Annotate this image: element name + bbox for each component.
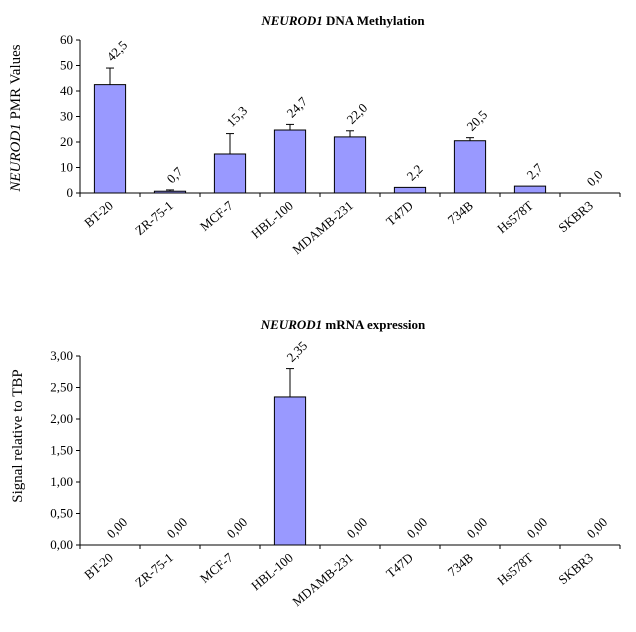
data-label: 0,00 — [404, 514, 431, 541]
data-label: 24,7 — [284, 93, 311, 120]
category-label: Hs578T — [494, 550, 536, 588]
data-label: 22,0 — [344, 100, 371, 127]
data-label: 0,00 — [224, 514, 251, 541]
y-tick-label: 3,00 — [50, 348, 73, 363]
data-label: 2,2 — [404, 161, 426, 183]
category-label: ZR-75-1 — [132, 198, 176, 238]
category-label: ZR-75-1 — [132, 550, 176, 590]
methylation-chart: NEUROD1 DNA Methylation NEUROD1 PMR Valu… — [8, 13, 621, 257]
category-label: MDAMB-231 — [289, 198, 356, 257]
data-label: 2,35 — [284, 338, 311, 365]
category-label: SKBR3 — [555, 550, 596, 588]
data-label: 20,5 — [464, 107, 491, 134]
y-tick-label: 60 — [60, 32, 73, 47]
category-label: SKBR3 — [555, 198, 596, 236]
y-axis-label: NEUROD1 PMR Values — [8, 44, 24, 192]
category-label: MCF-7 — [197, 549, 236, 585]
bar — [453, 140, 487, 194]
data-label: 15,3 — [224, 103, 251, 130]
y-tick-label: 1,50 — [50, 443, 73, 458]
y-tick-label: 40 — [60, 83, 73, 98]
y-axis-label: Signal relative to TBP — [10, 369, 26, 502]
data-label: 0,00 — [464, 514, 491, 541]
category-label: MCF-7 — [197, 197, 236, 233]
title-text: mRNA expression — [322, 317, 426, 332]
y-tick-label: 2,00 — [50, 411, 73, 426]
category-label: 734B — [445, 198, 476, 228]
data-label: 0,00 — [344, 514, 371, 541]
category-label: 734B — [445, 550, 476, 580]
title-text: DNA Methylation — [323, 13, 426, 28]
y-tick-label: 10 — [60, 160, 73, 175]
data-label: 0,00 — [584, 514, 611, 541]
bar — [333, 136, 367, 194]
y-tick-label: 20 — [60, 134, 73, 149]
y-tick-label: 1,00 — [50, 474, 73, 489]
category-label: Hs578T — [494, 198, 536, 236]
y-tick-label: 50 — [60, 58, 73, 73]
category-label: HBL-100 — [248, 550, 296, 594]
y-tick-label: 0,50 — [50, 506, 73, 521]
bar — [153, 190, 187, 194]
bar — [273, 129, 307, 194]
y-tick-label: 30 — [60, 109, 73, 124]
category-label: MDAMB-231 — [289, 550, 356, 609]
ylabel-text: PMR Values — [8, 44, 24, 123]
bar — [93, 84, 127, 194]
data-label: 0,00 — [104, 514, 131, 541]
data-label: 0,0 — [584, 167, 606, 189]
bar — [393, 186, 427, 194]
data-label: 0,00 — [524, 514, 551, 541]
data-label: 0,00 — [164, 514, 191, 541]
y-tick-label: 0 — [67, 185, 74, 200]
ylabel-gene: NEUROD1 — [8, 123, 24, 192]
y-tick-label: 2,50 — [50, 380, 73, 395]
expression-chart: NEUROD1 mRNA expression Signal relative … — [10, 317, 621, 609]
category-label: BT-20 — [81, 550, 116, 583]
y-tick-label: 0,00 — [50, 537, 73, 552]
bar — [273, 396, 307, 546]
ylabel-text: Signal relative to TBP — [10, 369, 26, 502]
category-label: T47D — [383, 198, 416, 229]
data-label: 0,7 — [164, 164, 186, 186]
bar — [513, 185, 547, 194]
title-gene: NEUROD1 — [260, 13, 322, 28]
category-label: T47D — [383, 550, 416, 581]
data-label: 42,5 — [104, 37, 131, 64]
bar — [213, 153, 247, 194]
category-label: HBL-100 — [248, 198, 296, 242]
chart-title: NEUROD1 DNA Methylation — [260, 13, 425, 28]
chart-title: NEUROD1 mRNA expression — [260, 317, 426, 332]
category-label: BT-20 — [81, 198, 116, 231]
data-label: 2,7 — [524, 160, 546, 182]
title-gene: NEUROD1 — [260, 317, 322, 332]
